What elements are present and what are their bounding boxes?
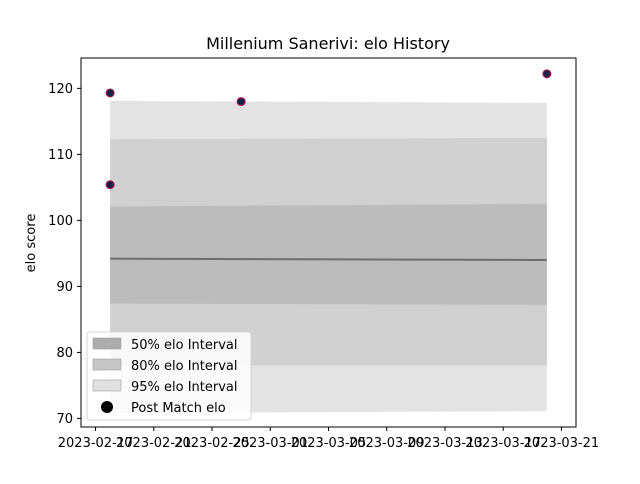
chart-title: Millenium Sanerivi: elo History: [206, 34, 450, 53]
mean-elo-line: [110, 257, 547, 261]
data-point-0: [105, 88, 115, 98]
x-tick-label-1: 2023-02-21: [116, 436, 192, 451]
legend-label-0: 50% elo Interval: [131, 338, 238, 353]
data-point-2: [236, 97, 246, 107]
y-axis-label: elo score: [24, 214, 39, 273]
legend-swatch-2: [92, 379, 122, 392]
y-axis-ticks: 70 80 90 100 110 120: [48, 82, 81, 427]
y-tick-label-1: 80: [56, 346, 73, 361]
legend-swatch-0: [92, 337, 122, 350]
data-point-3: [542, 69, 552, 79]
mean-line-layer: [110, 257, 547, 261]
x-tick-label-6: 2023-03-13: [407, 436, 483, 451]
y-tick-label-5: 120: [48, 82, 73, 97]
y-tick-label-2: 90: [56, 280, 73, 295]
legend-marker-3: [101, 401, 113, 413]
y-tick-label-0: 70: [56, 412, 73, 427]
x-tick-label-2: 2023-02-25: [174, 436, 250, 451]
legend: 50% elo Interval 80% elo Interval 95% elo …: [86, 331, 252, 421]
legend-label-2: 95% elo Interval: [131, 380, 238, 395]
x-tick-label-8: 2023-03-21: [524, 436, 600, 451]
x-axis-ticks: 2023-02-172023-02-212023-02-252023-03-01…: [58, 427, 599, 451]
data-point-1: [105, 180, 115, 190]
interval-band-2: [110, 203, 547, 305]
legend-label-1: 80% elo Interval: [131, 359, 238, 374]
legend-swatch-1: [92, 358, 122, 371]
x-tick-label-3: 2023-03-01: [232, 436, 308, 451]
x-tick-label-7: 2023-03-17: [465, 436, 541, 451]
legend-label-3: Post Match elo: [131, 401, 226, 416]
y-tick-label-3: 100: [48, 214, 73, 229]
y-tick-label-4: 110: [48, 148, 73, 163]
x-tick-label-4: 2023-03-05: [291, 436, 367, 451]
x-tick-label-0: 2023-02-17: [58, 436, 134, 451]
x-tick-label-5: 2023-03-09: [349, 436, 425, 451]
legend-box: [86, 331, 252, 421]
data-points: [105, 69, 552, 190]
